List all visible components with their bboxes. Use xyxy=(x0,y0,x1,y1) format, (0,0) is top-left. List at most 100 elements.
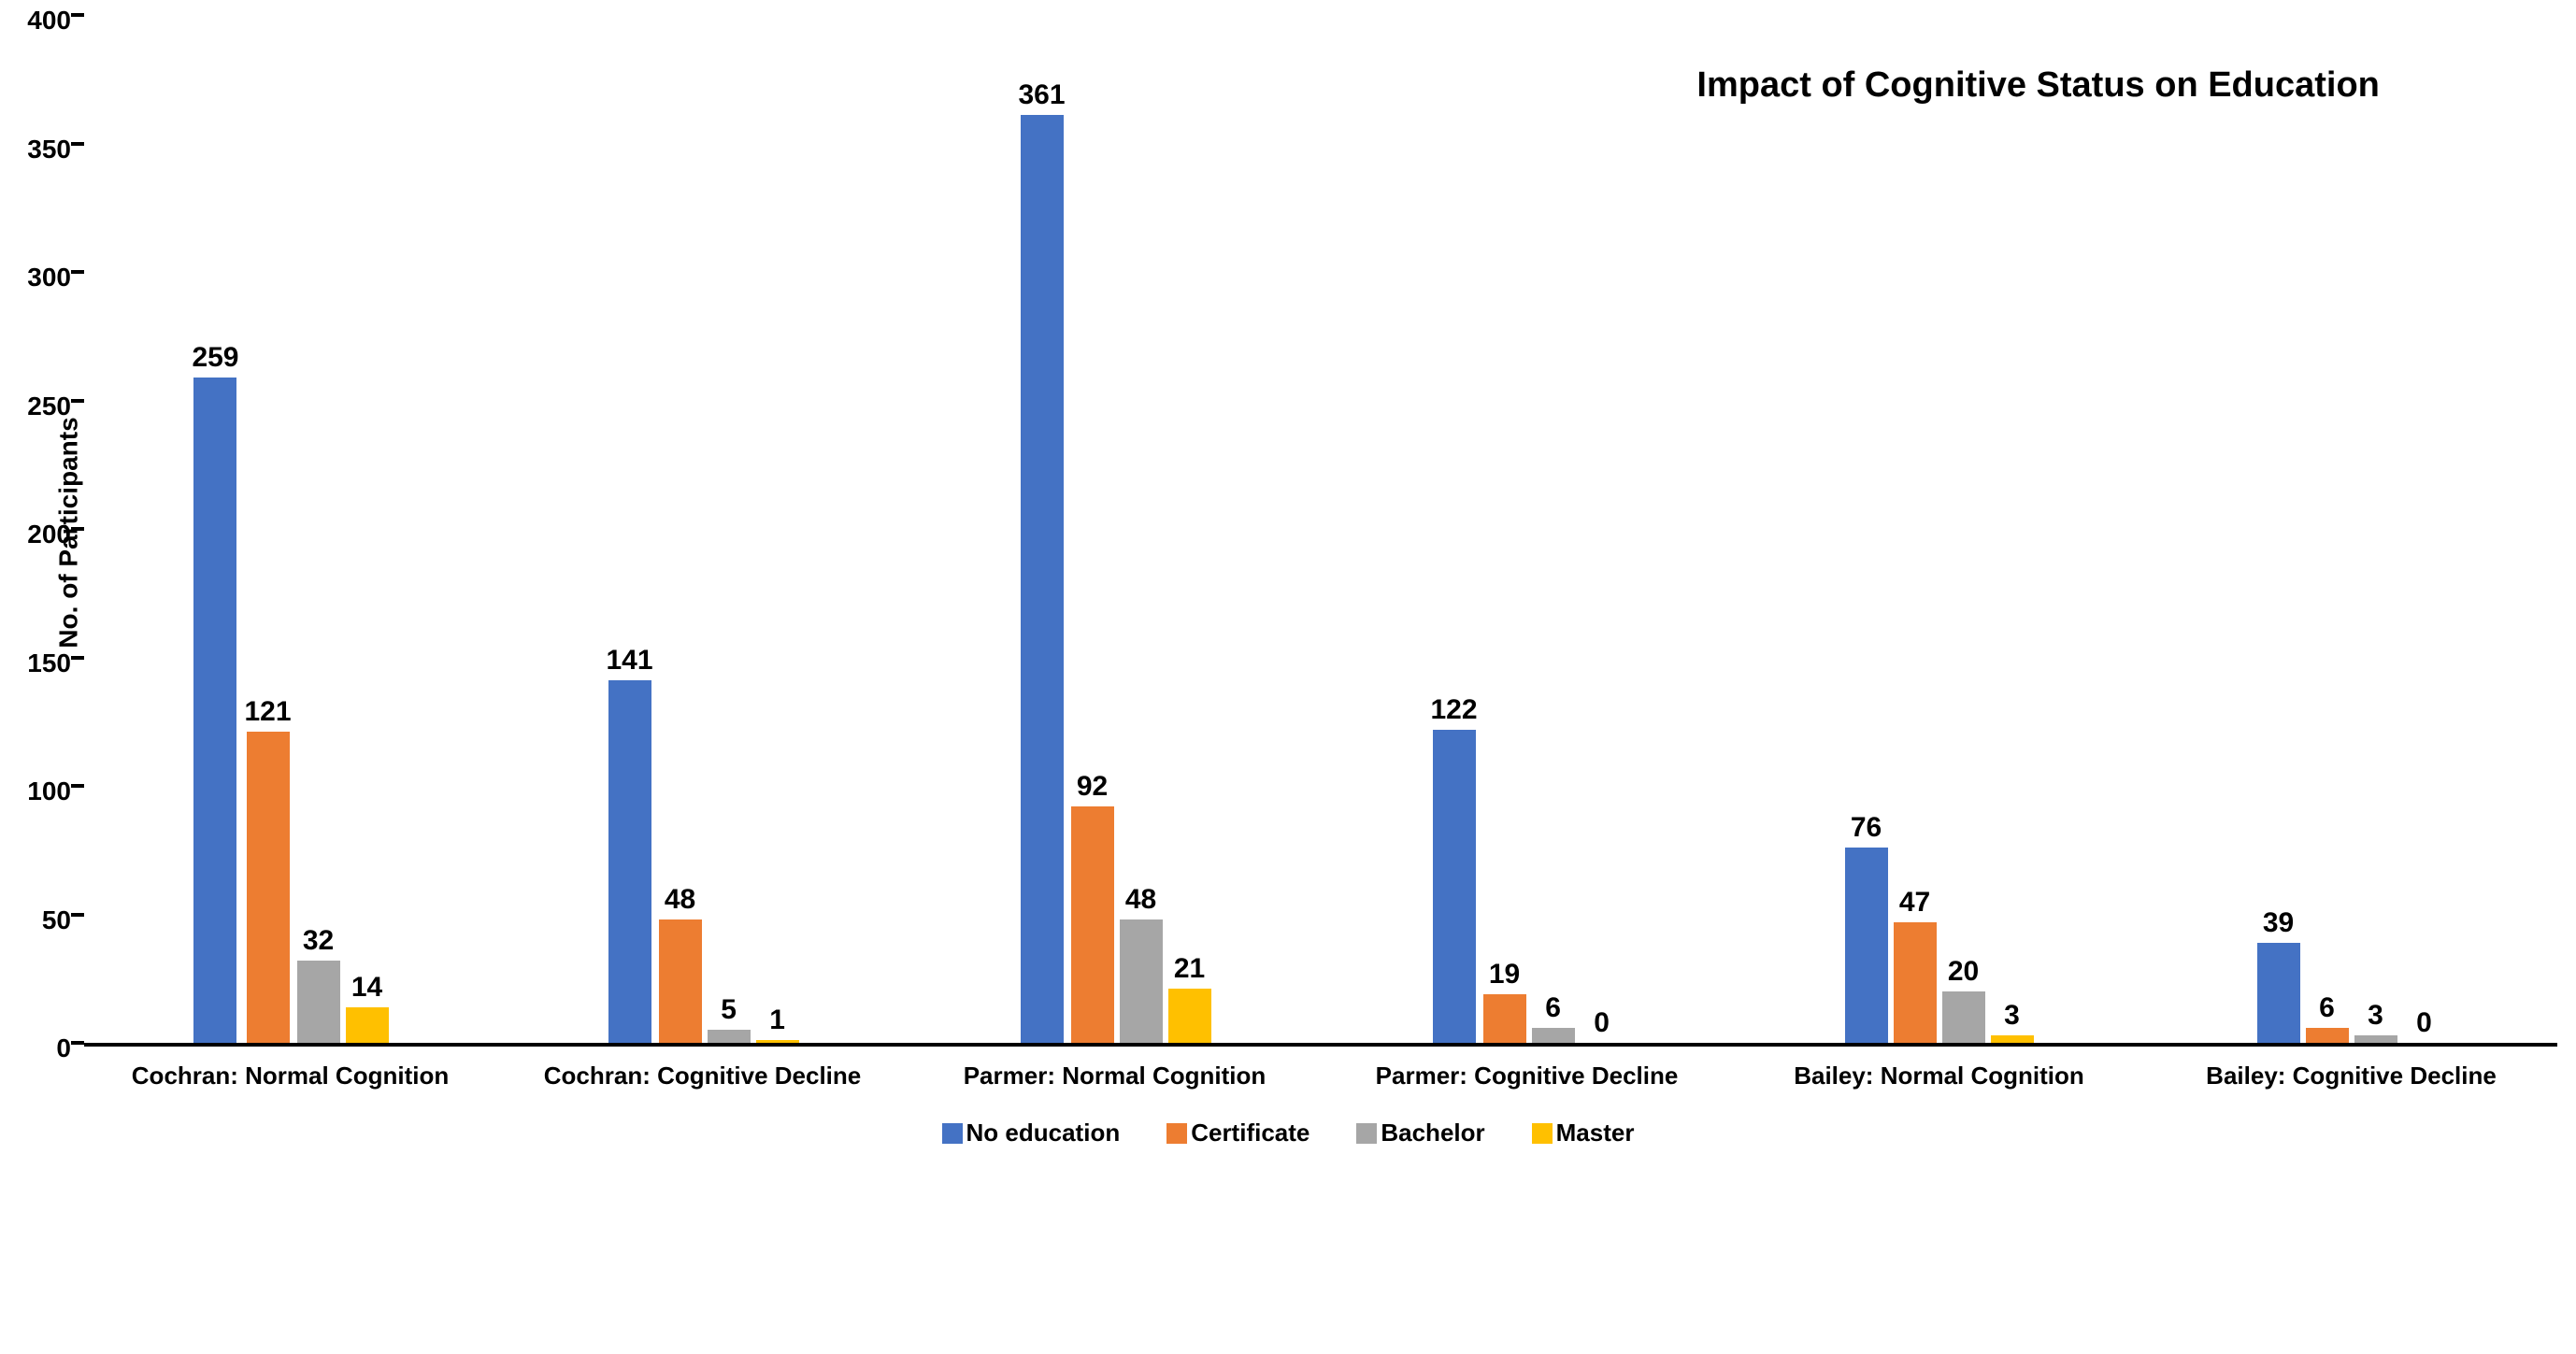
bar-group: 122 19 60 xyxy=(1321,19,1733,1043)
bar xyxy=(1071,806,1114,1043)
bar-holder: 48 xyxy=(1120,19,1163,1043)
legend-swatch xyxy=(1166,1123,1187,1144)
bar-value-label: 141 xyxy=(606,645,652,677)
bar-value-label: 6 xyxy=(2319,992,2335,1024)
bar-value-label: 76 xyxy=(1851,812,1882,844)
y-tick-mark xyxy=(71,1041,84,1045)
bar xyxy=(1532,1028,1575,1044)
x-axis-category-label: Bailey: Cognitive Decline xyxy=(2145,1047,2557,1090)
x-axis-category-label: Parmer: Normal Cognition xyxy=(909,1047,1321,1090)
bar-group: 259121 32 14 xyxy=(84,19,496,1043)
bar-value-label: 122 xyxy=(1430,694,1477,726)
bar-value-label: 14 xyxy=(351,972,382,1004)
bar-holder: 47 xyxy=(1894,19,1937,1043)
bar-value-label: 92 xyxy=(1077,771,1108,803)
y-tick-mark xyxy=(71,527,84,531)
legend: No education Certificate Bachelor Master xyxy=(19,1119,2557,1147)
bar-holder: 121 xyxy=(245,19,292,1043)
y-tick-label: 50 xyxy=(42,905,71,935)
bar-value-label: 20 xyxy=(1948,956,1979,988)
legend-item: No education xyxy=(942,1119,1121,1147)
bar xyxy=(297,961,340,1043)
y-tick-label: 200 xyxy=(27,520,71,549)
bar xyxy=(659,919,702,1043)
bar-holder: 32 xyxy=(297,19,340,1043)
bar-holder: 259 xyxy=(192,19,238,1043)
bar-value-label: 5 xyxy=(721,994,737,1026)
bar xyxy=(1991,1035,2034,1043)
bar-holder: 1 xyxy=(756,19,799,1043)
bar-holder: 39 xyxy=(2257,19,2300,1043)
bar xyxy=(1168,989,1211,1043)
bar-value-label: 47 xyxy=(1899,887,1930,919)
y-axis: No. of Participants 05010015020025030035… xyxy=(19,19,84,1047)
chart-plot-area: No. of Participants 05010015020025030035… xyxy=(19,19,2557,1047)
bar-value-label: 21 xyxy=(1174,953,1205,985)
y-tick-mark xyxy=(71,913,84,917)
legend-swatch xyxy=(1532,1123,1553,1144)
bar-holder: 0 xyxy=(1581,19,1624,1043)
y-tick-label: 150 xyxy=(27,648,71,678)
y-tick-mark xyxy=(71,399,84,403)
legend-swatch xyxy=(1356,1123,1377,1144)
legend-item: Master xyxy=(1532,1119,1635,1147)
bar xyxy=(346,1007,389,1044)
bar-value-label: 0 xyxy=(1594,1007,1610,1039)
bar-value-label: 361 xyxy=(1018,79,1065,111)
y-tick-label: 0 xyxy=(56,1033,71,1063)
plot-region: 2591213214141485136192482112219607647203… xyxy=(84,19,2557,1047)
legend-item: Bachelor xyxy=(1356,1119,1484,1147)
y-tick-mark xyxy=(71,784,84,788)
bar-holder: 5 xyxy=(708,19,751,1043)
bar-holder: 14 xyxy=(346,19,389,1043)
bar-holder: 48 xyxy=(659,19,702,1043)
bar-holder: 6 xyxy=(2306,19,2349,1043)
legend-item: Certificate xyxy=(1166,1119,1309,1147)
bar-holder: 141 xyxy=(606,19,652,1043)
bar xyxy=(608,680,651,1043)
x-axis-category-label: Cochran: Normal Cognition xyxy=(84,1047,496,1090)
bar-holder: 3 xyxy=(2354,19,2397,1043)
bar xyxy=(247,732,290,1043)
bar xyxy=(1483,994,1526,1043)
bar-holder: 0 xyxy=(2403,19,2446,1043)
chart-container: Impact of Cognitive Status on Education … xyxy=(19,19,2557,1147)
bar xyxy=(1120,919,1163,1043)
y-tick-mark xyxy=(71,270,84,274)
x-axis-labels: Cochran: Normal CognitionCochran: Cognit… xyxy=(84,1047,2557,1090)
y-tick-mark xyxy=(71,656,84,660)
bar-value-label: 19 xyxy=(1489,959,1520,991)
x-axis-category-label: Cochran: Cognitive Decline xyxy=(496,1047,909,1090)
bar xyxy=(1433,730,1476,1044)
bar-holder: 361 xyxy=(1018,19,1065,1043)
bar xyxy=(2354,1035,2397,1043)
bar xyxy=(193,378,236,1043)
y-tick-label: 100 xyxy=(27,777,71,806)
bar xyxy=(2306,1028,2349,1044)
bar xyxy=(1894,922,1937,1043)
bar-group: 361 92 48 21 xyxy=(909,19,1321,1043)
bar-holder: 76 xyxy=(1845,19,1888,1043)
bar-holder: 92 xyxy=(1071,19,1114,1043)
legend-label: No education xyxy=(966,1119,1121,1147)
y-tick-mark xyxy=(71,142,84,146)
x-axis-category-label: Parmer: Cognitive Decline xyxy=(1321,1047,1733,1090)
bar-holder: 19 xyxy=(1483,19,1526,1043)
bar-holder: 122 xyxy=(1430,19,1477,1043)
bar-holder: 20 xyxy=(1942,19,1985,1043)
bar-holder: 21 xyxy=(1168,19,1211,1043)
legend-swatch xyxy=(942,1123,963,1144)
legend-label: Certificate xyxy=(1191,1119,1309,1147)
bar-value-label: 3 xyxy=(2004,1000,2020,1032)
bar xyxy=(1942,991,1985,1043)
bar-value-label: 0 xyxy=(2416,1007,2432,1039)
bar xyxy=(1021,115,1064,1043)
x-axis-category-label: Bailey: Normal Cognition xyxy=(1733,1047,2145,1090)
y-tick-label: 250 xyxy=(27,392,71,421)
bar-holder: 6 xyxy=(1532,19,1575,1043)
y-tick-label: 400 xyxy=(27,6,71,36)
bar-value-label: 32 xyxy=(303,925,334,957)
y-tick-label: 300 xyxy=(27,263,71,292)
bar-group: 39 630 xyxy=(2145,19,2557,1043)
bar-group: 14148 51 xyxy=(496,19,909,1043)
